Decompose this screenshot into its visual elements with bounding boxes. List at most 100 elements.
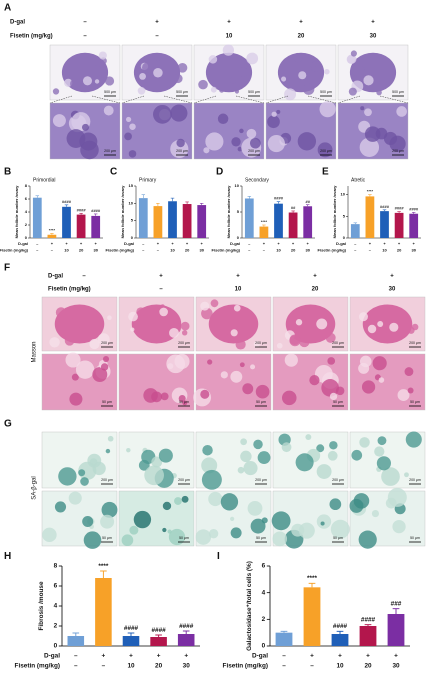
bar — [244, 198, 254, 238]
row-label: Fisetin (mg/kg) — [48, 287, 91, 293]
x-row-value: – — [74, 663, 78, 670]
follicle — [98, 51, 107, 60]
row-value: + — [371, 20, 375, 26]
follicle — [329, 441, 338, 450]
follicle — [316, 444, 325, 453]
follicle — [364, 66, 370, 71]
y-tick-label: 15 — [129, 183, 134, 188]
scale-label: 200 μm — [332, 478, 344, 482]
x-row-value: + — [65, 241, 68, 246]
scale-label: 50 μm — [179, 536, 189, 540]
error-bar — [336, 630, 344, 634]
x-row-value: – — [369, 248, 372, 253]
follicle — [237, 466, 245, 474]
y-tick-label: 0 — [54, 643, 58, 650]
x-row-label: Fisetin (mg/kg) — [0, 248, 29, 253]
row-label: Fisetin (mg/kg) — [10, 34, 53, 40]
follicle — [257, 451, 271, 465]
error-bar — [100, 570, 107, 578]
follicle — [374, 446, 385, 457]
error-bar — [276, 201, 281, 204]
follicle — [397, 332, 404, 340]
y-tick-label: 10 — [235, 183, 240, 188]
follicle — [230, 516, 235, 521]
follicle — [367, 324, 377, 334]
panel-label: I — [217, 551, 220, 562]
error-bar — [182, 630, 190, 634]
y-axis-label: Galactosidase⁺/total cells (%) — [246, 561, 253, 651]
follicle — [329, 498, 342, 511]
x-row-value: – — [142, 241, 145, 246]
panel-label: A — [4, 3, 11, 14]
significance-label: #### — [333, 623, 348, 630]
follicle — [299, 336, 310, 348]
x-row-value: 30 — [93, 248, 98, 253]
follicle — [353, 493, 370, 509]
follicle — [159, 307, 168, 317]
x-row-value: 10 — [276, 248, 281, 253]
follicle — [377, 436, 387, 446]
scale-label: 200 μm — [176, 149, 188, 153]
follicle — [75, 360, 95, 379]
follicle — [133, 510, 152, 529]
follicle — [102, 356, 110, 363]
significance-label: #### — [91, 208, 101, 213]
y-tick-label: 8 — [54, 563, 58, 570]
scale-label: 200 μm — [255, 341, 267, 345]
error-bar — [382, 209, 387, 212]
row-value: + — [155, 20, 159, 26]
zoom-line — [337, 95, 361, 104]
y-axis-label: Mean follicle number /ovary — [332, 185, 337, 238]
follicle — [240, 450, 252, 463]
follicle — [271, 111, 277, 117]
significance-label: ## — [305, 199, 310, 204]
x-row-label: D-gal — [44, 652, 60, 659]
follicle — [220, 371, 228, 379]
follicle — [364, 126, 381, 142]
error-bar — [141, 194, 146, 199]
panel-label: G — [4, 419, 12, 430]
follicle — [255, 384, 270, 399]
follicle — [201, 457, 218, 474]
x-row-label: D-gal — [252, 652, 268, 659]
follicle — [58, 467, 77, 486]
follicle — [295, 453, 314, 472]
error-bar — [127, 632, 135, 636]
follicle — [295, 319, 303, 326]
error-bar — [64, 204, 69, 207]
x-row-value: + — [263, 241, 266, 246]
y-tick-label: 5 — [131, 218, 134, 223]
follicle — [230, 309, 235, 315]
follicle — [52, 114, 66, 128]
error-bar — [79, 213, 83, 215]
follicle — [246, 52, 259, 65]
x-row-label: Fisetin (mg/kg) — [15, 663, 60, 670]
follicle — [94, 79, 100, 84]
bar — [67, 636, 85, 646]
follicle — [305, 434, 312, 441]
scale-label: 50 μm — [333, 400, 343, 404]
x-row-value: – — [310, 663, 314, 670]
x-row-label: D-gal — [18, 241, 28, 246]
follicle — [121, 534, 134, 547]
scale-label: 50 μm — [333, 536, 343, 540]
follicle — [69, 317, 82, 330]
significance-label: #### — [151, 627, 166, 634]
bar — [394, 212, 404, 238]
follicle — [239, 362, 245, 368]
significance-label: #### — [409, 206, 419, 211]
follicle — [230, 329, 238, 337]
follicle — [128, 150, 137, 158]
follicle — [281, 390, 297, 406]
follicle — [168, 528, 186, 546]
follicle — [293, 52, 303, 63]
error-bar — [305, 204, 310, 207]
follicle — [407, 326, 415, 334]
follicle — [207, 359, 213, 365]
follicle — [243, 461, 258, 476]
x-row-value: – — [248, 248, 251, 253]
follicle — [242, 383, 254, 395]
follicle — [81, 123, 90, 131]
x-row-label: D-gal — [230, 241, 240, 246]
